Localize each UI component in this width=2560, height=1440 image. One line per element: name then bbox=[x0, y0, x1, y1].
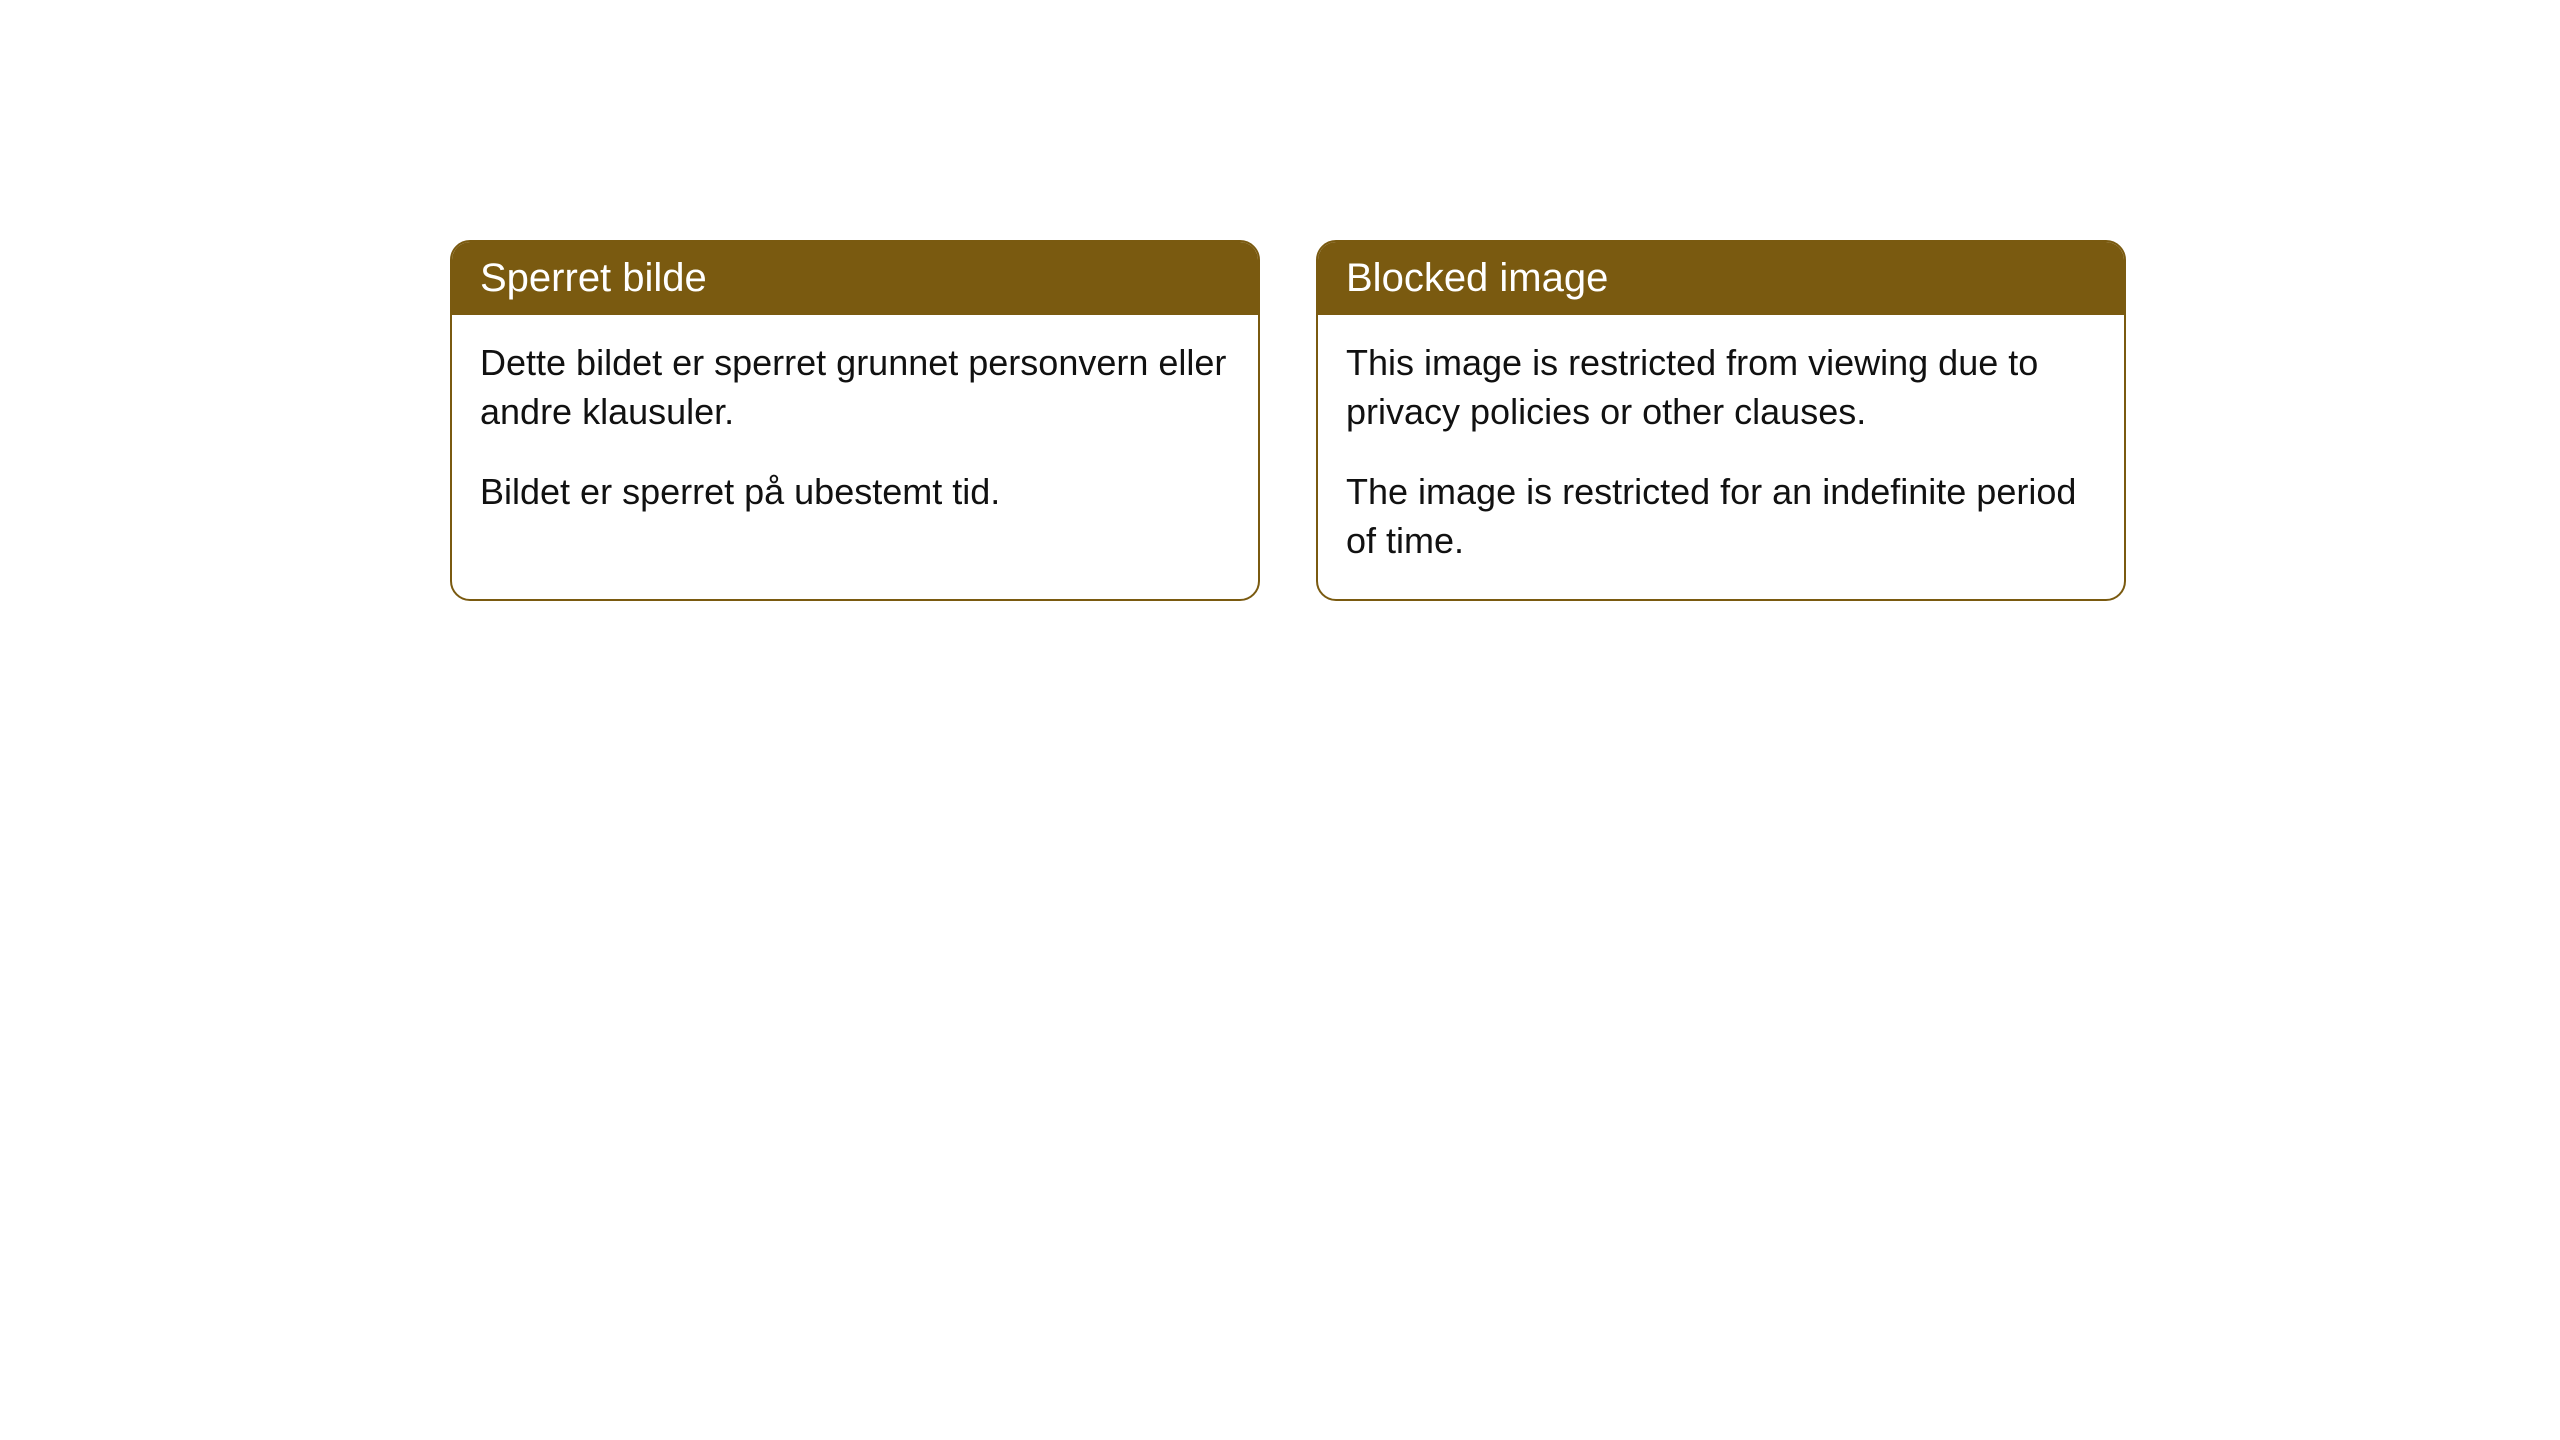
card-paragraph-2: The image is restricted for an indefinit… bbox=[1346, 468, 2096, 565]
card-body: Dette bildet er sperret grunnet personve… bbox=[452, 315, 1258, 551]
card-title: Sperret bilde bbox=[452, 242, 1258, 315]
card-paragraph-2: Bildet er sperret på ubestemt tid. bbox=[480, 468, 1230, 517]
card-paragraph-1: This image is restricted from viewing du… bbox=[1346, 339, 2096, 436]
card-body: This image is restricted from viewing du… bbox=[1318, 315, 2124, 599]
card-paragraph-1: Dette bildet er sperret grunnet personve… bbox=[480, 339, 1230, 436]
card-container: Sperret bilde Dette bildet er sperret gr… bbox=[0, 0, 2560, 601]
card-english: Blocked image This image is restricted f… bbox=[1316, 240, 2126, 601]
card-norwegian: Sperret bilde Dette bildet er sperret gr… bbox=[450, 240, 1260, 601]
card-title: Blocked image bbox=[1318, 242, 2124, 315]
